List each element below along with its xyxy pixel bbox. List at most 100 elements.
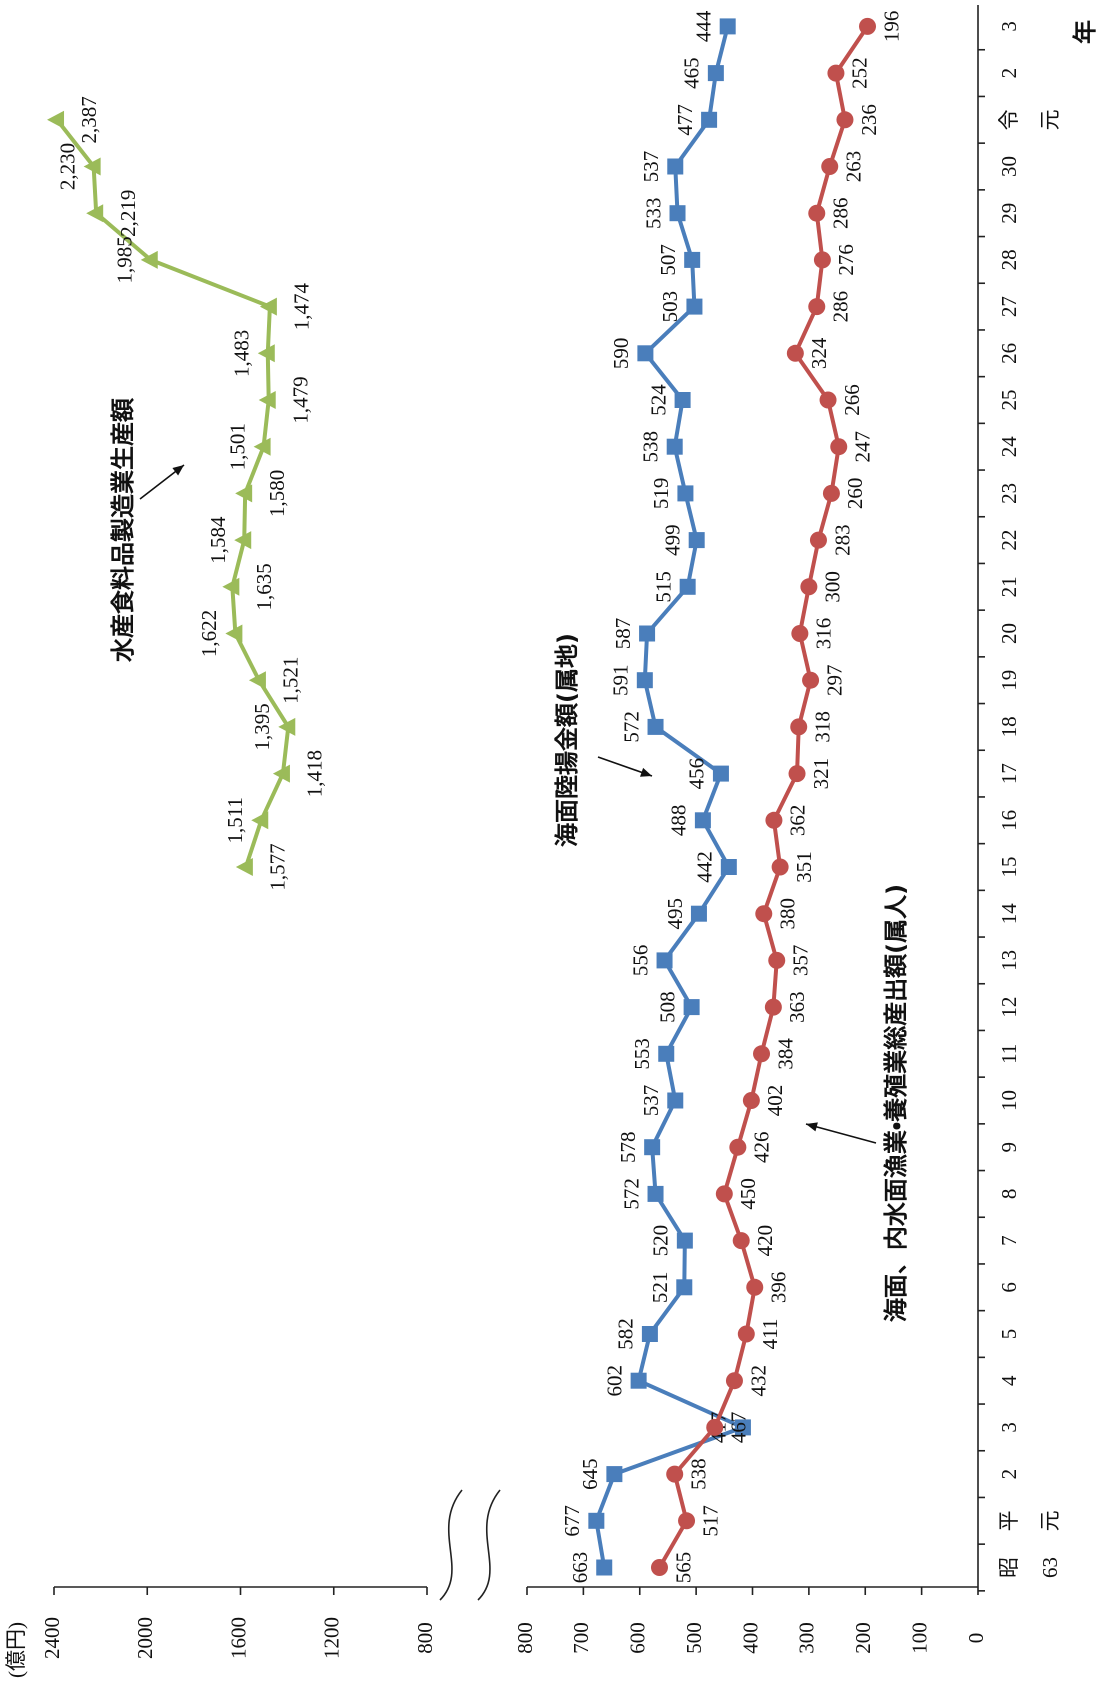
data-label: 645 <box>578 1458 602 1490</box>
marker <box>140 250 158 269</box>
data-label: 533 <box>641 197 665 229</box>
data-label: 283 <box>830 524 854 556</box>
data-label: 1,577 <box>266 843 290 890</box>
data-label: 351 <box>792 851 816 883</box>
marker <box>596 1559 613 1576</box>
data-label: 572 <box>619 1178 643 1210</box>
y-tick-label: 400 <box>738 1622 762 1654</box>
data-label: 553 <box>630 1038 654 1070</box>
marker <box>676 1279 693 1296</box>
x-tick-label: 平元 <box>997 1510 1062 1531</box>
x-tick-label: 4 <box>997 1375 1021 1386</box>
marker <box>656 952 673 969</box>
marker <box>690 905 707 922</box>
marker <box>83 157 101 176</box>
marker <box>753 1045 771 1063</box>
data-label: 1,474 <box>290 282 314 330</box>
y-tick-label: 100 <box>907 1622 931 1654</box>
data-label: 260 <box>843 478 867 510</box>
marker <box>800 578 818 596</box>
marker <box>768 951 786 969</box>
data-label: 538 <box>639 431 663 463</box>
arrow <box>805 1123 877 1144</box>
x-tick-label: 18 <box>997 716 1021 737</box>
marker <box>641 1326 658 1342</box>
y2-tick-label: 2400 <box>40 1617 64 1659</box>
marker <box>809 531 827 549</box>
marker <box>667 158 684 175</box>
marker <box>822 484 840 502</box>
series-line <box>55 118 291 868</box>
data-label: 578 <box>616 1131 640 1163</box>
marker <box>258 391 276 409</box>
marker <box>836 111 854 129</box>
marker <box>771 858 789 876</box>
data-label: 426 <box>750 1131 774 1163</box>
marker <box>786 344 804 362</box>
marker <box>259 297 277 316</box>
marker <box>765 811 783 829</box>
data-label: 363 <box>785 991 809 1023</box>
data-label: 1,479 <box>289 376 313 423</box>
arrow-head <box>806 1122 818 1132</box>
x-tick-label: 12 <box>997 997 1021 1018</box>
x-tick-label: 14 <box>997 903 1021 925</box>
x-tick-label: 令元 <box>997 109 1062 130</box>
data-label: 384 <box>773 1038 797 1070</box>
x-tick-label: 2 <box>997 68 1021 79</box>
data-label: 503 <box>658 291 682 323</box>
arrow-head <box>172 465 184 476</box>
data-label: 357 <box>789 945 813 977</box>
data-label: 236 <box>857 104 881 136</box>
y-tick-label: 500 <box>682 1622 706 1654</box>
series-name: 水産食料品製造業生産額 <box>109 397 137 663</box>
x-tick-label: 16 <box>997 810 1021 831</box>
data-label: 520 <box>649 1225 673 1257</box>
marker <box>679 578 696 595</box>
marker <box>86 204 104 223</box>
marker <box>746 1278 764 1296</box>
data-label: 2,219 <box>116 190 140 237</box>
marker <box>719 18 736 35</box>
marker <box>666 438 683 455</box>
data-label: 444 <box>692 10 716 42</box>
marker <box>707 65 724 82</box>
x-tick-label: 29 <box>997 203 1021 224</box>
data-label: 524 <box>646 384 670 416</box>
data-label: 1,501 <box>225 423 249 470</box>
marker <box>658 1045 675 1062</box>
x-tick-label: 26 <box>997 343 1021 364</box>
marker <box>729 1138 747 1156</box>
data-label: 537 <box>639 151 663 183</box>
marker <box>47 110 65 129</box>
marker <box>683 999 700 1016</box>
marker <box>650 1559 668 1576</box>
data-label: 515 <box>651 571 675 603</box>
x-tick-label: 19 <box>997 670 1021 691</box>
marker <box>606 1466 623 1483</box>
x-tick-label: 10 <box>997 1090 1021 1111</box>
marker <box>859 17 877 35</box>
data-label: 1,511 <box>223 797 247 843</box>
marker <box>706 1418 724 1436</box>
y-axis-label: (億円) <box>4 1622 28 1678</box>
marker <box>701 111 718 128</box>
rotated-chart: (億円) 年 0 100 200 300 400 500 600 700 800 800 1200 1… <box>4 5 1099 1678</box>
data-label: 263 <box>842 151 866 183</box>
axis-break <box>439 1489 463 1601</box>
data-label: 432 <box>746 1365 770 1397</box>
x-tick-label: 昭 63 <box>997 1557 1062 1578</box>
data-label: 321 <box>809 758 833 790</box>
marker <box>764 998 782 1016</box>
marker <box>225 624 243 643</box>
data-label: 1,985 <box>113 236 137 283</box>
data-label: 300 <box>821 571 845 603</box>
marker <box>669 205 686 222</box>
x-tick-label: 11 <box>997 1044 1021 1064</box>
axis-break <box>477 1489 501 1601</box>
x-tick-label: 17 <box>997 763 1021 784</box>
marker <box>808 298 826 316</box>
marker <box>278 717 296 736</box>
marker <box>684 251 701 268</box>
x-tick-label: 30 <box>997 156 1021 177</box>
